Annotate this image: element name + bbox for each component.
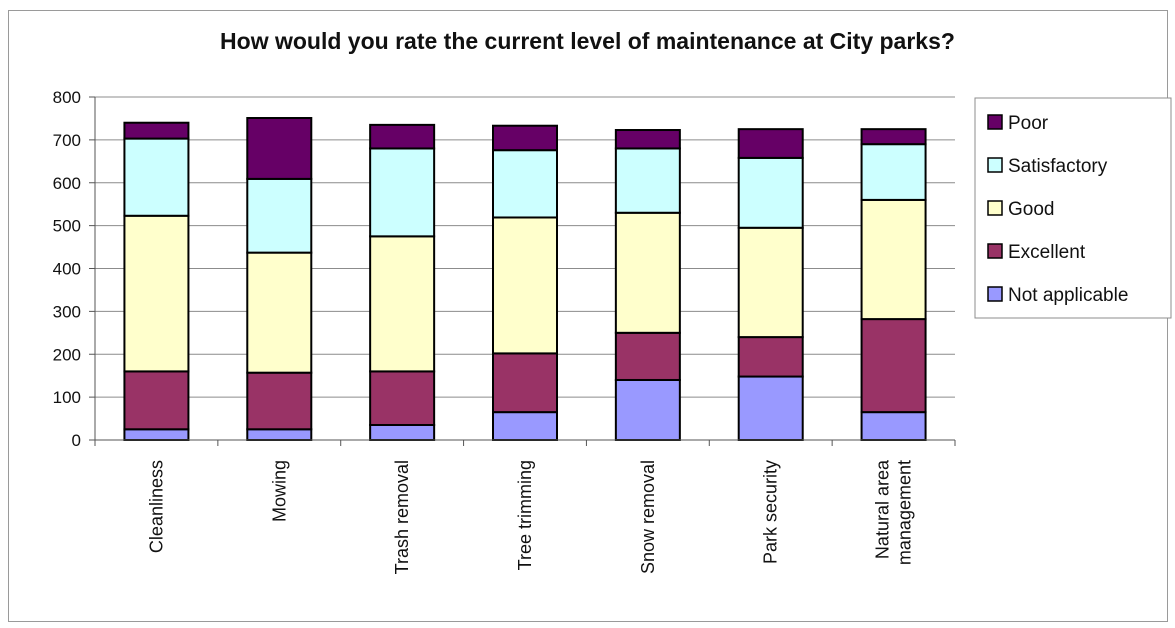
y-tick-label: 0 (72, 431, 81, 450)
bar-segment-excellent (737, 336, 804, 378)
bar-segment-satisfactory (737, 156, 804, 229)
legend-swatch (987, 200, 1003, 216)
x-category-label-line: Mowing (269, 460, 289, 522)
x-category-label: Tree trimming (515, 460, 535, 570)
y-tick-label: 200 (53, 345, 81, 364)
bar-segment-good (369, 235, 436, 373)
y-tick-label: 300 (53, 302, 81, 321)
x-category-label: Park security (761, 460, 781, 564)
bar-segment-good (492, 216, 558, 355)
x-category-label-line: Tree trimming (515, 460, 535, 570)
bar-segment-poor (246, 117, 313, 180)
x-category-label-line: Natural area (873, 459, 893, 559)
bar-segment-excellent (614, 331, 681, 381)
bar-segment-satisfactory (123, 137, 190, 217)
axes: 0 100 200 300 400 500 600 700 800 Cleanliness Mowi… (53, 88, 956, 574)
legend-box (974, 97, 1172, 319)
bar-segment-satisfactory (614, 147, 681, 214)
legend-swatch (987, 114, 1003, 130)
bar-segment-good (123, 214, 190, 373)
bar-segment-excellent (369, 370, 436, 426)
bar-segment-poor (123, 121, 190, 140)
y-tick-label: 700 (53, 131, 81, 150)
bar-segment-satisfactory (246, 177, 313, 254)
legend-swatch (987, 157, 1003, 173)
bar-segment-excellent (246, 371, 313, 431)
x-category-label: Trash removal (392, 460, 412, 574)
bar-segment-not-applicable (860, 411, 927, 442)
bar-segment-good (246, 251, 313, 374)
bar-segment-excellent (123, 370, 190, 431)
bar-segment-satisfactory (492, 149, 558, 219)
legend-label: Excellent (1008, 242, 1086, 263)
bar-segment-not-applicable (614, 378, 681, 442)
legend-swatch (987, 286, 1003, 302)
bar-segment-poor (369, 123, 436, 150)
y-tick-label: 100 (53, 388, 81, 407)
chart-title: How would you rate the current level of … (220, 28, 955, 54)
bar-segment-not-applicable (492, 411, 558, 442)
legend-label: Not applicable (1008, 285, 1128, 306)
x-category-label: Cleanliness (146, 460, 166, 553)
x-category-label: Mowing (269, 460, 289, 522)
x-category-label-line: Cleanliness (146, 460, 166, 553)
bar-segment-excellent (860, 318, 927, 414)
bar-segment-not-applicable (246, 428, 313, 441)
y-tick-label: 500 (53, 217, 81, 236)
bar-segment-not-applicable (123, 428, 190, 441)
bar-segment-good (860, 198, 927, 321)
legend-label: Satisfactory (1008, 156, 1108, 177)
x-category-label-line: Trash removal (392, 460, 412, 574)
x-category-label: Natural area management (873, 459, 915, 565)
x-category-label: Snow removal (638, 460, 658, 574)
bar-segment-poor (737, 128, 804, 159)
bar-segment-good (614, 211, 681, 334)
bar-segment-poor (492, 124, 558, 152)
y-tick-label: 800 (53, 88, 81, 107)
legend-label: Good (1008, 199, 1054, 220)
x-category-label-line: Park security (761, 460, 781, 564)
bar-segment-poor (614, 129, 681, 150)
bar-segment-good (737, 226, 804, 339)
legend-swatch (987, 243, 1003, 259)
x-category-label-line: management (895, 460, 915, 565)
bar-segment-satisfactory (860, 143, 927, 201)
y-tick-label: 600 (53, 174, 81, 193)
bar-segment-excellent (492, 352, 558, 414)
bar-segment-not-applicable (369, 423, 436, 441)
bar-segment-poor (860, 128, 927, 146)
bar-segment-not-applicable (737, 375, 804, 442)
x-category-label-line: Snow removal (638, 460, 658, 574)
bars (123, 117, 927, 442)
legend-label: Poor (1008, 113, 1049, 134)
bar-segment-satisfactory (369, 147, 436, 238)
y-tick-label: 400 (53, 260, 81, 279)
legend: Poor Satisfactory Good Excellent Not applica… (974, 97, 1172, 319)
